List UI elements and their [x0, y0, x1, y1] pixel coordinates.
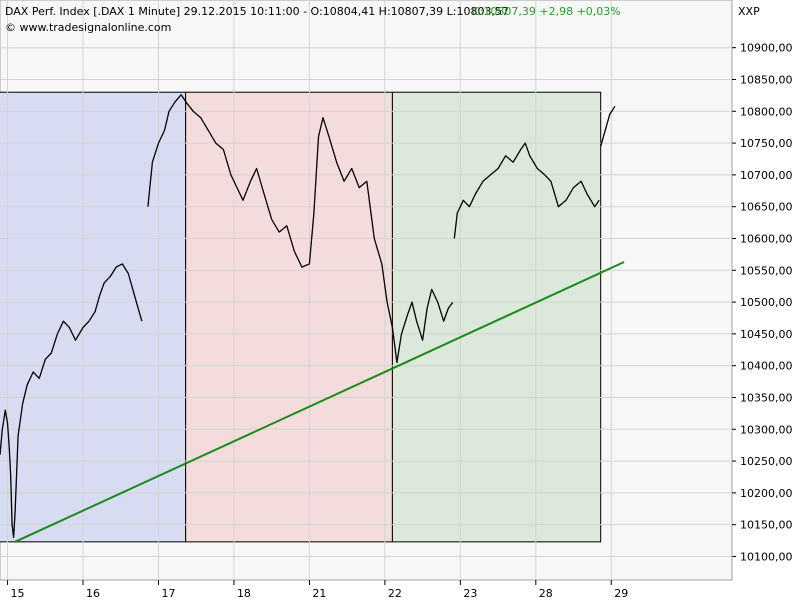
- y-tick-label-12: 10700,00: [740, 169, 793, 182]
- y-tick-label-9: 10550,00: [740, 264, 793, 277]
- y-tick-label-16: 10900,00: [740, 42, 793, 55]
- y-tick-label-13: 10750,00: [740, 137, 793, 150]
- price-line-segment-1: [0, 263, 143, 539]
- zone-rect-2: [185, 91, 393, 543]
- symbol-label: XXP: [738, 5, 760, 18]
- price-change: C:10807,39 +2,98 +0,03%: [472, 5, 621, 18]
- y-tick-label-10: 10600,00: [740, 232, 793, 245]
- x-tick-label-3: 18: [237, 587, 251, 600]
- x-tick-label-2: 17: [161, 587, 175, 600]
- source-credit: © www.tradesignalonline.com: [5, 21, 171, 34]
- y-tick-label-6: 10400,00: [740, 360, 793, 373]
- y-tick-label-11: 10650,00: [740, 201, 793, 214]
- x-tick-label-1: 16: [86, 587, 100, 600]
- x-tick-label-5: 22: [388, 587, 402, 600]
- price-line-segment-2: [147, 94, 454, 364]
- chart-title: DAX Perf. Index [.DAX 1 Minute] 29.12.20…: [5, 5, 509, 18]
- zone-rect-3: [391, 91, 602, 543]
- trendline: [14, 261, 625, 543]
- y-tick-label-14: 10800,00: [740, 105, 793, 118]
- y-tick-label-1: 10150,00: [740, 519, 793, 532]
- x-tick-label-6: 23: [463, 587, 477, 600]
- x-tick-label-4: 21: [312, 587, 326, 600]
- y-tick-label-8: 10500,00: [740, 296, 793, 309]
- x-tick-label-7: 28: [539, 587, 553, 600]
- y-tick-label-3: 10250,00: [740, 455, 793, 468]
- y-tick-label-2: 10200,00: [740, 487, 793, 500]
- x-tick-label-0: 15: [11, 587, 25, 600]
- y-tick-label-7: 10450,00: [740, 328, 793, 341]
- x-tick-label-8: 29: [614, 587, 628, 600]
- zone-rect-1: [0, 91, 187, 543]
- y-tick-label-0: 10100,00: [740, 550, 793, 563]
- y-tick-label-4: 10300,00: [740, 423, 793, 436]
- price-line-segment-4: [600, 105, 616, 147]
- y-tick-label-5: 10350,00: [740, 391, 793, 404]
- y-tick-label-15: 10850,00: [740, 73, 793, 86]
- price-line-segment-3: [453, 142, 600, 239]
